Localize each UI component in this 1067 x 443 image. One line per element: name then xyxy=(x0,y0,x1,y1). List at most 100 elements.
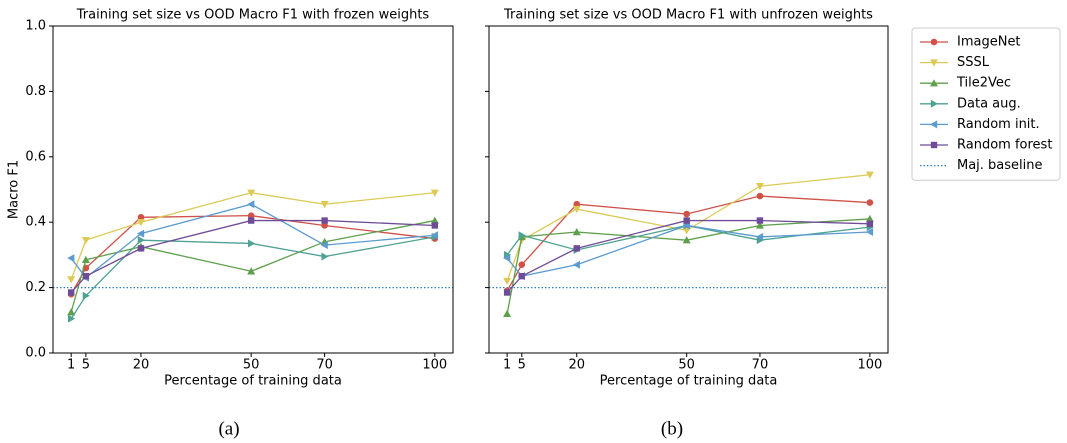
marker xyxy=(321,222,328,229)
marker xyxy=(518,272,525,280)
chart-title: Training set size vs OOD Macro F1 with u… xyxy=(503,8,873,23)
marker xyxy=(430,189,439,197)
legend-label: Tile2Vec xyxy=(956,76,1011,91)
x-tick-label: 5 xyxy=(82,358,90,373)
x-tick-label: 50 xyxy=(243,358,260,373)
caption: (b) xyxy=(661,418,683,439)
marker xyxy=(81,236,90,245)
legend-label: Random forest xyxy=(957,138,1052,153)
x-axis-label: Percentage of training data xyxy=(600,374,778,389)
y-tick-label: 0.6 xyxy=(25,149,46,164)
marker xyxy=(430,216,439,224)
marker xyxy=(137,236,145,245)
legend-label: SSSL xyxy=(957,55,990,70)
y-tick-label: 0.0 xyxy=(25,346,46,361)
marker xyxy=(756,217,764,224)
marker xyxy=(503,277,512,286)
series-line xyxy=(70,236,435,320)
legend-box xyxy=(911,27,1061,181)
marker xyxy=(247,189,256,197)
marker xyxy=(82,291,90,300)
marker xyxy=(930,59,938,67)
marker xyxy=(866,199,874,206)
marker xyxy=(572,228,581,236)
y-tick-label: 0.2 xyxy=(25,280,46,295)
marker xyxy=(865,171,874,179)
x-tick-label: 70 xyxy=(752,358,769,373)
marker xyxy=(503,309,512,317)
marker xyxy=(321,252,329,261)
marker xyxy=(321,217,328,224)
series-line xyxy=(70,215,435,295)
x-tick-label: 5 xyxy=(518,358,526,373)
plot-frame xyxy=(52,25,454,354)
marker xyxy=(67,254,75,263)
marker xyxy=(137,213,145,221)
marker xyxy=(430,231,439,240)
marker xyxy=(247,239,256,248)
y-tick-label: 1.0 xyxy=(25,19,46,34)
marker xyxy=(755,183,764,191)
marker xyxy=(683,210,690,218)
series-line xyxy=(70,192,435,280)
marker xyxy=(67,314,76,323)
marker xyxy=(572,260,580,269)
marker xyxy=(573,245,580,252)
marker xyxy=(683,217,690,224)
marker xyxy=(137,245,145,252)
plot-frame xyxy=(488,25,889,354)
marker xyxy=(81,255,90,264)
marker xyxy=(755,232,764,241)
legend-label: Random init. xyxy=(957,117,1040,132)
legend-label: Maj. baseline xyxy=(957,158,1043,173)
marker xyxy=(865,228,874,237)
marker xyxy=(82,272,90,280)
marker xyxy=(67,276,76,284)
marker xyxy=(247,267,256,275)
x-tick-label: 20 xyxy=(133,358,150,373)
x-axis-label: Percentage of training data xyxy=(164,374,342,389)
series-line xyxy=(506,218,870,314)
y-tick-label: 0.4 xyxy=(25,215,46,230)
marker xyxy=(682,227,691,235)
x-tick-label: 70 xyxy=(316,358,333,373)
x-tick-label: 1 xyxy=(67,358,75,373)
marker xyxy=(573,200,581,208)
marker xyxy=(431,222,439,229)
marker xyxy=(865,214,874,223)
x-tick-label: 1 xyxy=(503,358,511,373)
marker xyxy=(136,229,145,238)
x-tick-label: 100 xyxy=(857,358,882,373)
marker xyxy=(503,254,511,263)
series-line xyxy=(506,219,870,293)
marker xyxy=(247,200,255,209)
marker xyxy=(518,231,526,240)
marker xyxy=(866,220,874,228)
marker xyxy=(682,236,691,244)
marker xyxy=(503,289,511,296)
marker xyxy=(247,212,255,219)
y-tick-label: 0.8 xyxy=(25,84,46,99)
marker xyxy=(572,205,581,214)
marker xyxy=(930,120,938,129)
caption: (a) xyxy=(218,418,239,439)
marker xyxy=(930,99,938,108)
x-tick-label: 100 xyxy=(422,358,447,373)
x-tick-label: 20 xyxy=(568,358,585,373)
marker xyxy=(756,192,764,200)
marker xyxy=(930,79,938,87)
marker xyxy=(136,219,145,227)
marker xyxy=(930,38,938,46)
x-tick-label: 50 xyxy=(678,358,695,373)
series-line xyxy=(70,219,435,313)
legend-label: ImageNet xyxy=(957,35,1021,50)
series-line xyxy=(506,195,870,292)
marker xyxy=(755,221,764,229)
marker xyxy=(320,241,328,250)
marker xyxy=(67,289,75,296)
marker xyxy=(247,217,255,224)
y-axis-label: Macro F1 xyxy=(7,160,22,219)
legend-label: Data aug. xyxy=(957,96,1021,111)
marker xyxy=(320,201,329,209)
